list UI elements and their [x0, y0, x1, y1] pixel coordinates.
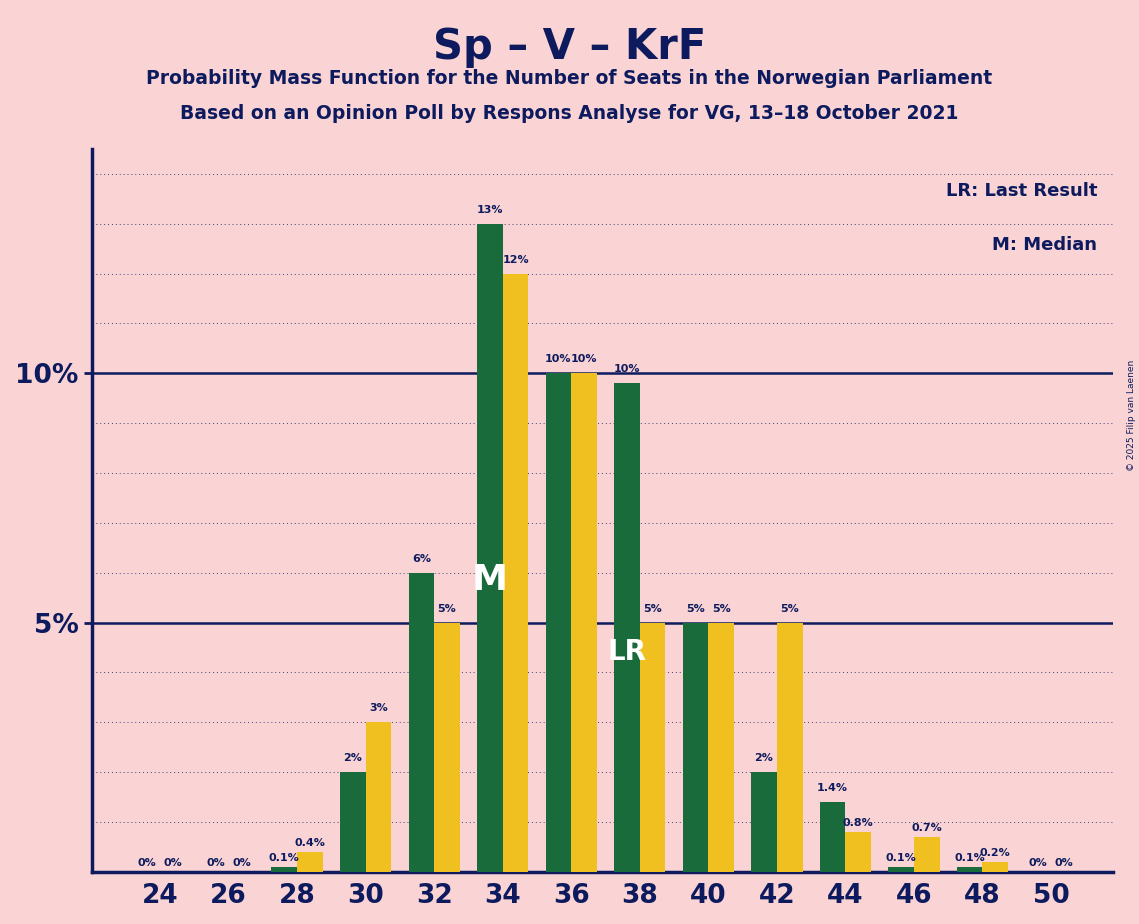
- Text: 0.1%: 0.1%: [886, 853, 917, 863]
- Bar: [708, 623, 734, 872]
- Text: M: Median: M: Median: [992, 236, 1097, 254]
- Text: 0%: 0%: [138, 857, 157, 868]
- Text: 1.4%: 1.4%: [817, 784, 849, 793]
- Text: 5%: 5%: [780, 603, 800, 614]
- Text: 13%: 13%: [476, 205, 503, 214]
- Text: 5%: 5%: [437, 603, 457, 614]
- Text: Based on an Opinion Poll by Respons Analyse for VG, 13–18 October 2021: Based on an Opinion Poll by Respons Anal…: [180, 104, 959, 124]
- Text: M: M: [472, 564, 508, 597]
- Bar: [845, 832, 871, 872]
- Bar: [640, 623, 665, 872]
- Text: © 2025 Filip van Laenen: © 2025 Filip van Laenen: [1126, 360, 1136, 471]
- Bar: [888, 867, 913, 872]
- Text: 0%: 0%: [206, 857, 226, 868]
- Text: Probability Mass Function for the Number of Seats in the Norwegian Parliament: Probability Mass Function for the Number…: [147, 69, 992, 89]
- Text: 0.4%: 0.4%: [295, 838, 326, 848]
- Bar: [957, 867, 983, 872]
- Bar: [546, 373, 572, 872]
- Text: 10%: 10%: [614, 364, 640, 374]
- Text: 0.7%: 0.7%: [911, 823, 942, 833]
- Text: 0.8%: 0.8%: [843, 818, 874, 828]
- Text: 0%: 0%: [164, 857, 182, 868]
- Text: 0.1%: 0.1%: [954, 853, 985, 863]
- Text: 6%: 6%: [412, 553, 431, 564]
- Bar: [339, 772, 366, 872]
- Bar: [983, 862, 1008, 872]
- Bar: [271, 867, 297, 872]
- Bar: [572, 373, 597, 872]
- Text: Sp – V – KrF: Sp – V – KrF: [433, 26, 706, 67]
- Bar: [477, 224, 502, 872]
- Bar: [913, 837, 940, 872]
- Bar: [502, 274, 528, 872]
- Text: 5%: 5%: [644, 603, 662, 614]
- Text: 10%: 10%: [571, 355, 597, 364]
- Bar: [820, 802, 845, 872]
- Text: LR: LR: [607, 638, 647, 666]
- Text: 0%: 0%: [1055, 857, 1073, 868]
- Text: 2%: 2%: [343, 753, 362, 763]
- Text: 0.2%: 0.2%: [980, 848, 1010, 857]
- Text: 10%: 10%: [546, 355, 572, 364]
- Bar: [434, 623, 460, 872]
- Text: 0.1%: 0.1%: [269, 853, 300, 863]
- Text: 0%: 0%: [1029, 857, 1048, 868]
- Text: 5%: 5%: [712, 603, 730, 614]
- Bar: [297, 852, 322, 872]
- Text: LR: Last Result: LR: Last Result: [945, 181, 1097, 200]
- Bar: [682, 623, 708, 872]
- Bar: [409, 573, 434, 872]
- Bar: [366, 723, 392, 872]
- Text: 5%: 5%: [686, 603, 705, 614]
- Text: 12%: 12%: [502, 255, 528, 264]
- Text: 0%: 0%: [232, 857, 251, 868]
- Bar: [777, 623, 803, 872]
- Bar: [614, 383, 640, 872]
- Bar: [751, 772, 777, 872]
- Text: 2%: 2%: [754, 753, 773, 763]
- Text: 3%: 3%: [369, 703, 388, 713]
